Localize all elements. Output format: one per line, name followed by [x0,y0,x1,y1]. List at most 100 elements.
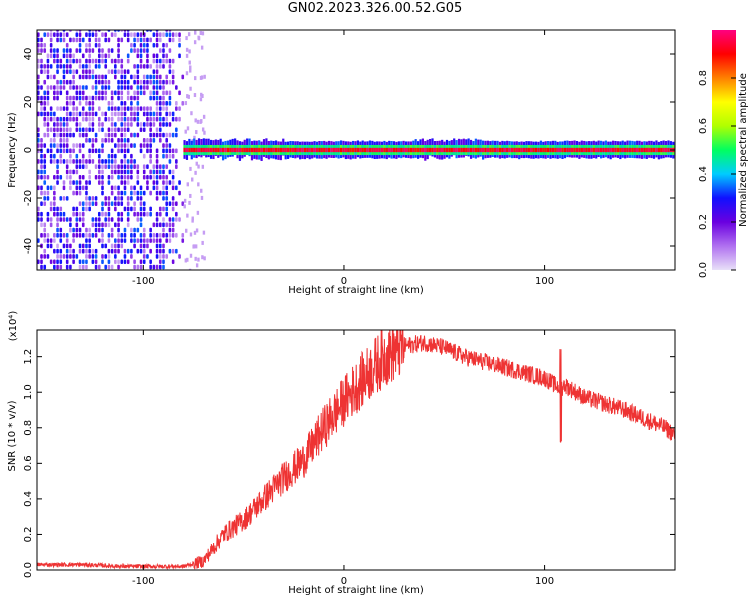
heatmap-cell [78,180,82,185]
heatmap-cell [56,264,59,270]
heatmap-cell [104,264,108,270]
heatmap-cell [78,190,82,196]
heatmap-cell [155,164,159,169]
heatmap-cell [81,248,85,254]
heatmap-cell [149,227,152,233]
heatmap-cell [75,106,79,111]
heatmap-cell [171,227,175,233]
heatmap-cell [40,254,43,259]
heatmap-cell [139,206,143,212]
heatmap-cell [142,74,146,80]
heatmap-cell [53,85,56,90]
heatmap-cell [123,32,127,37]
snr-series-line [37,330,675,570]
heatmap-cell [409,147,412,153]
heatmap-cell [178,180,181,185]
heatmap-cell [158,243,162,249]
heatmap-cell [416,147,420,153]
heatmap-cell [202,114,206,119]
heatmap-cell [37,74,40,80]
heatmap-cell [91,138,95,143]
heatmap-cell [142,127,146,133]
heatmap-cell [165,101,169,106]
heatmap-cell [501,147,504,153]
heatmap-cell [130,111,133,117]
heatmap-cell [165,148,169,154]
heatmap-cell [136,79,140,85]
heatmap-cell [88,116,91,122]
heatmap-cell [139,259,143,265]
heatmap-cell [40,169,43,175]
heatmap-cell [114,238,117,243]
heatmap-cell [85,180,88,185]
heatmap-cell [114,164,117,169]
heatmap-cell [155,132,159,138]
heatmap-cell [59,106,63,111]
heatmap-cell [40,143,43,148]
heatmap-cell [43,190,47,196]
heatmap-cell [37,42,40,48]
heatmap-cell [133,259,136,265]
heatmap-cell [40,37,43,43]
heatmap-cell [133,106,136,111]
colorbar-ticks: 0.00.20.40.60.8 [698,70,736,278]
heatmap-cell [130,196,133,201]
heatmap-cell [69,58,72,64]
heatmap-cell [94,30,98,32]
heatmap-cell [136,190,140,196]
heatmap-cell [175,132,178,138]
heatmap-cell [120,259,124,265]
heatmap-cell [286,147,290,153]
heatmap-cell [486,147,490,153]
heatmap-cell [88,153,91,159]
heatmap-cell [592,147,595,153]
heatmap-cell [43,143,47,148]
heatmap-cell [91,101,95,106]
heatmap-cell [43,153,47,159]
heatmap-cell [152,180,156,185]
heatmap-cell [130,143,133,148]
heatmap-cell [88,122,91,127]
x-tick-label: 0 [341,276,347,287]
heatmap-cell [49,37,53,43]
heatmap-cell [626,147,629,153]
heatmap-cell [107,53,111,59]
heatmap-cell [59,64,63,69]
heatmap-cell [549,147,552,153]
heatmap-cell [75,211,79,217]
heatmap-cell [81,90,85,96]
heatmap-cell [197,147,201,153]
heatmap-cell [69,174,72,180]
heatmap-cell [46,74,50,80]
heatmap-cell [199,75,203,80]
heatmap-cell [133,206,136,212]
heatmap-cell [123,254,127,259]
heatmap-cell [56,206,59,212]
heatmap-cell [195,147,198,153]
heatmap-cell [81,132,85,138]
heatmap-cell [56,95,59,101]
heatmap-cell [97,122,101,127]
heatmap-cell [489,147,492,153]
heatmap-cell [120,90,124,96]
heatmap-cell [59,79,63,85]
heatmap-cell [126,201,130,206]
heatmap-cell [37,111,40,117]
heatmap-cell [162,106,165,111]
heatmap-cell [130,185,133,191]
heatmap-cell [101,169,104,175]
heatmap-cell [158,85,162,90]
heatmap-cell [205,147,208,153]
heatmap-cell [117,264,120,270]
heatmap-cell [431,147,434,153]
heatmap-cell [91,74,95,80]
heatmap-cell [152,85,156,90]
heatmap-cell [49,201,53,206]
heatmap-cell [120,127,124,133]
heatmap-cell [139,122,143,127]
heatmap-cell [429,147,432,153]
heatmap-cell [133,37,136,43]
heatmap-cell [619,147,622,153]
heatmap-cell [520,147,523,153]
heatmap-cell [559,147,562,153]
